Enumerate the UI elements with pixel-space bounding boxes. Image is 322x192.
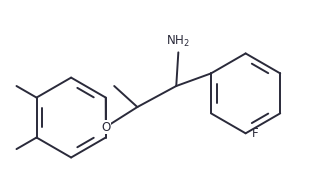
Text: NH$_2$: NH$_2$ bbox=[166, 34, 190, 49]
Text: O: O bbox=[101, 121, 110, 133]
Text: F: F bbox=[252, 127, 259, 140]
